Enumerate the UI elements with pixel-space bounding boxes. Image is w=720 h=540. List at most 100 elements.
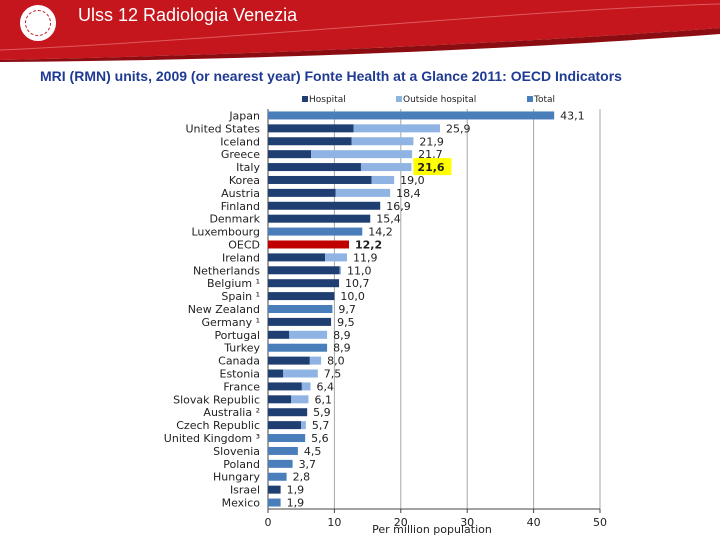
value-label: 12,2 [355,238,382,251]
bar-hospital [268,330,290,339]
value-label: 8,9 [333,342,351,355]
bar-outside-hospital [311,150,413,159]
bar-hospital [268,124,354,133]
bar-outside-hospital [283,369,318,378]
category-label: Iceland [220,135,260,148]
category-label: Germany ¹ [202,316,260,329]
value-label: 11,0 [347,264,372,277]
bar-hospital [268,163,361,172]
bar-hospital [268,175,372,184]
category-label: Turkey [223,342,260,355]
value-label: 1,9 [287,484,305,497]
bar-outside-hospital [289,330,328,339]
value-label: 21,9 [419,135,444,148]
category-label: Korea [229,174,260,187]
value-label: 11,9 [353,251,378,264]
x-axis-label: Per million population [372,523,492,536]
bar-outside-hospital [353,124,440,133]
bar-hospital [268,317,332,326]
category-label: Japan [228,109,260,122]
bar-hospital [268,279,340,288]
value-label: 8,9 [333,329,351,342]
bar-hospital [268,421,302,430]
ulss-logo [18,3,58,43]
category-label: Israel [230,484,260,497]
value-label: 5,9 [313,406,331,419]
bar-hospital [268,395,292,404]
x-tick-label: 10 [327,516,341,529]
category-label: Hungary [213,471,260,484]
bar-hospital [268,382,302,391]
header-banner: Ulss 12 Radiologia Venezia [0,0,720,62]
category-label: Austria [221,187,260,200]
bar-total [268,434,306,443]
bar-outside-hospital [360,163,412,172]
bar-total [268,305,333,313]
category-label: Slovenia [213,445,260,458]
bar-total [268,111,555,120]
category-label: Poland [223,458,260,471]
bar-hospital [268,253,326,262]
bar-total [268,446,298,455]
bar-outside-hospital [301,382,311,391]
bar-hospital [268,137,352,146]
bar-hospital [268,408,308,417]
value-label: 43,1 [560,109,585,122]
legend-entry: Outside hospital [403,95,476,105]
bar-total [268,459,293,468]
value-label: 21,6 [417,161,444,174]
value-label: 5,6 [311,432,329,445]
legend-swatch [396,96,402,102]
bar-hospital [268,214,371,223]
bar-total [268,227,363,236]
value-label: 5,7 [312,419,330,432]
bar-total [268,240,350,249]
category-label: Estonia [220,368,261,381]
category-label: Netherlands [193,264,260,277]
value-label: 19,0 [400,174,425,187]
legend-swatch [302,96,308,102]
bar-total [268,343,328,352]
x-tick-label: 20 [394,516,408,529]
bar-hospital [268,356,310,365]
bar-hospital [268,292,335,301]
category-label: Portugal [214,329,260,342]
value-label: 18,4 [396,187,421,200]
value-label: 6,1 [315,393,333,406]
value-label: 6,4 [316,380,334,393]
bar-hospital [268,201,381,210]
category-label: Canada [218,355,260,368]
category-label: France [223,380,260,393]
bar-total [268,472,287,481]
bar-outside-hospital [339,266,342,275]
bar-outside-hospital [335,188,391,197]
bar-hospital [268,369,284,378]
x-tick-label: 50 [593,516,607,529]
value-label: 21,7 [418,148,443,161]
category-label: Denmark [209,213,260,226]
legend-entry: Total [533,95,555,105]
bar-hospital [268,188,336,197]
value-label: 15,4 [376,213,401,226]
slide-title: MRI (RMN) units, 2009 (or nearest year) … [40,68,622,84]
bar-hospital [268,266,340,275]
value-label: 3,7 [299,458,317,471]
highlight-box [413,158,452,176]
category-label: New Zealand [188,303,260,316]
value-label: 9,7 [338,303,356,316]
category-label: Ireland [222,251,260,264]
category-label: Slovak Republic [173,393,260,406]
x-tick-label: 40 [527,516,541,529]
value-label: 14,2 [368,226,393,239]
category-label: Czech Republic [176,419,260,432]
value-label: 25,9 [446,122,471,135]
value-label: 8,0 [327,355,345,368]
legend-entry: Hospital [309,95,346,105]
x-tick-label: 30 [460,516,474,529]
bar-outside-hospital [309,356,322,365]
legend-swatch [527,96,533,102]
value-label: 4,5 [304,445,322,458]
category-label: Luxembourg [191,226,260,239]
bar-outside-hospital [371,175,395,184]
